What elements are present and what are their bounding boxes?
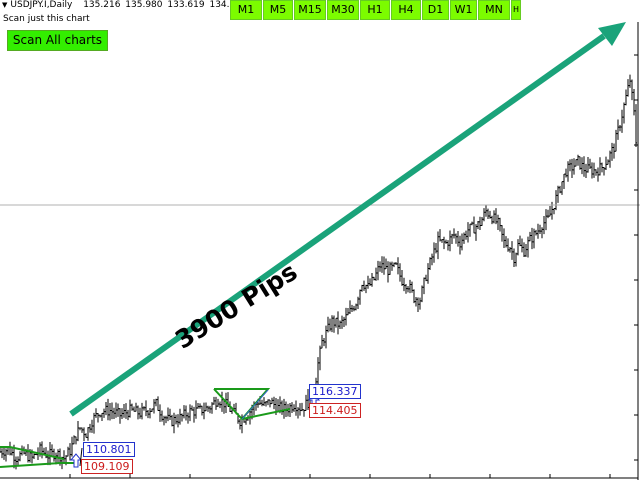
timeframe-button-d1[interactable]: D1	[422, 0, 449, 20]
triangle-pattern-2	[213, 388, 291, 421]
price-label-110801: 110.801	[83, 442, 135, 457]
price-axis	[634, 22, 639, 480]
timeframe-button-w1[interactable]: W1	[450, 0, 477, 20]
timeframe-button-m1[interactable]: M1	[230, 0, 262, 20]
trend-arrow	[69, 22, 626, 417]
scan-all-charts-button[interactable]: Scan All charts	[7, 30, 108, 51]
timeframe-bar: M1 M5 M15 M30 H1 H4 D1 W1 MN H	[230, 0, 522, 20]
symbol-label: USDJPY.I,Daily	[10, 0, 73, 10]
ohlc-bars	[0, 74, 637, 470]
timeframe-button-mn[interactable]: MN	[478, 0, 510, 20]
collapse-triangle-icon[interactable]: ▼	[2, 1, 8, 9]
close-value: 134.316	[209, 0, 247, 10]
time-axis	[0, 474, 638, 479]
timeframe-button-m15[interactable]: M15	[294, 0, 326, 20]
timeframe-button-h4[interactable]: H4	[391, 0, 421, 20]
triangle-pattern-1	[0, 446, 74, 468]
timeframe-button-m5[interactable]: M5	[263, 0, 293, 20]
ohlc-values: 135.216 135.980 133.619 134.316	[83, 0, 249, 10]
open-value: 135.216	[83, 0, 121, 10]
price-label-116337: 116.337	[309, 384, 361, 399]
chart-header: ▼ USDJPY.I,Daily 135.216 135.980 133.619 …	[0, 0, 249, 14]
price-label-114405: 114.405	[309, 403, 361, 418]
high-value: 135.980	[125, 0, 163, 10]
low-value: 133.619	[167, 0, 205, 10]
timeframe-button-h[interactable]: H	[511, 0, 521, 20]
scan-this-chart-link[interactable]: Scan just this chart	[3, 14, 90, 24]
timeframe-button-h1[interactable]: H1	[360, 0, 390, 20]
price-label-109109: 109.109	[81, 459, 133, 474]
timeframe-button-m30[interactable]: M30	[327, 0, 359, 20]
